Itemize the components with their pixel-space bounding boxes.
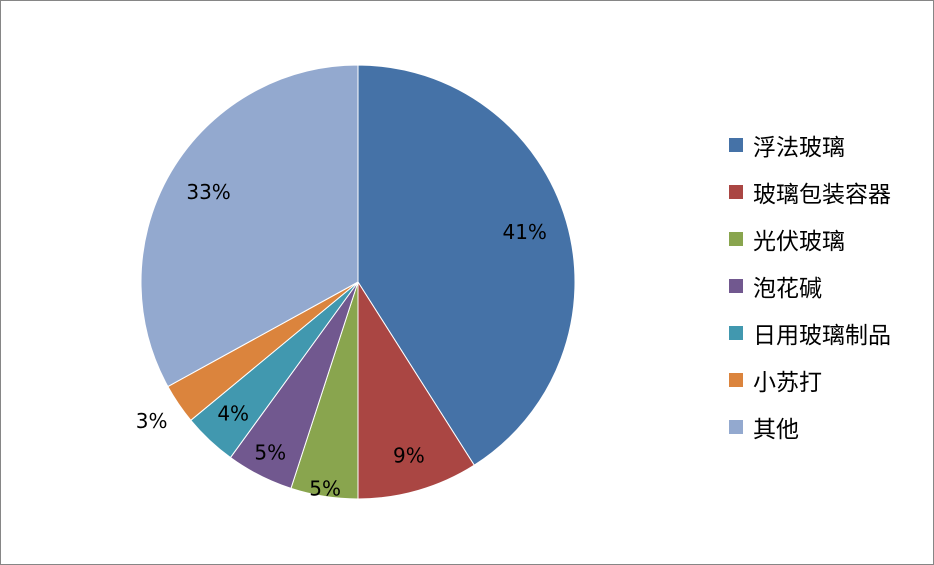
legend-swatch (729, 419, 743, 434)
pie-slice-2 (357, 280, 475, 500)
data-label-7: 33% (186, 180, 230, 204)
legend-label: 浮法玻璃 (753, 134, 845, 161)
data-label-6: 3% (136, 409, 168, 433)
legend-label: 光伏玻璃 (753, 228, 845, 255)
legend-swatch (729, 231, 743, 246)
legend-item-1: 浮法玻璃 (729, 121, 891, 168)
legend-item-3: 光伏玻璃 (729, 215, 891, 262)
data-label-2: 9% (393, 444, 425, 468)
legend-swatch (729, 325, 743, 340)
legend-label: 日用玻璃制品 (753, 322, 891, 349)
legend-item-6: 小苏打 (729, 356, 891, 403)
data-label-5: 4% (217, 401, 249, 425)
legend-label: 其他 (753, 416, 799, 443)
legend-swatch (729, 184, 743, 199)
data-label-4: 5% (254, 441, 286, 465)
legend-label: 泡花碱 (753, 275, 822, 302)
legend-swatch (729, 137, 743, 152)
pie-slice-1 (357, 64, 576, 466)
data-label-1: 41% (502, 220, 546, 244)
legend-label: 小苏打 (753, 369, 822, 396)
legend-label: 玻璃包装容器 (753, 181, 891, 208)
legend: 浮法玻璃玻璃包装容器 光伏玻璃泡花碱日用玻璃制品 小苏打其他 (729, 121, 891, 450)
legend-item-2: 玻璃包装容器 (729, 168, 891, 215)
legend-swatch (729, 278, 743, 293)
legend-item-7: 其他 (729, 403, 891, 450)
data-label-3: 5% (309, 476, 341, 500)
legend-item-4: 泡花碱 (729, 262, 891, 309)
legend-item-5: 日用玻璃制品 (729, 309, 891, 356)
pie-slice-7 (140, 64, 359, 388)
legend-swatch (729, 372, 743, 387)
